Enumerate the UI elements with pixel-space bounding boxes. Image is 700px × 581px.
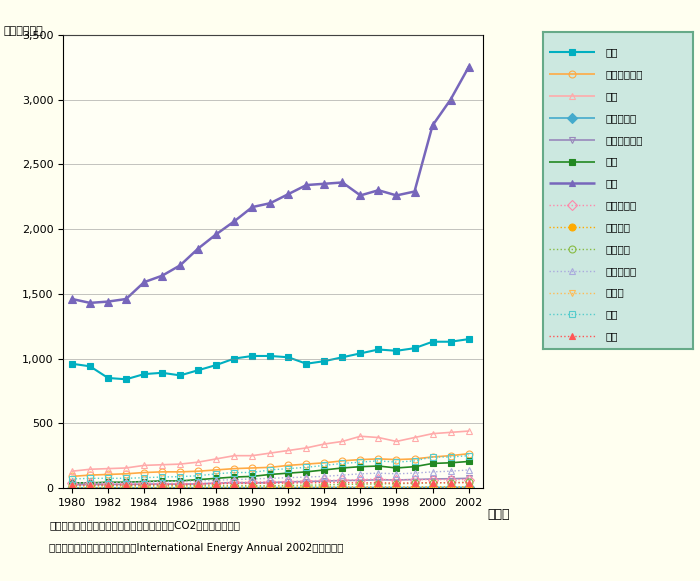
Text: 台湾: 台湾 [606, 310, 618, 320]
Text: インドネシア: インドネシア [606, 69, 643, 79]
Text: タイ: タイ [606, 156, 618, 167]
Text: ベトナム: ベトナム [606, 244, 631, 254]
Text: 資料）アメリカエネルギー省「International Energy Annual 2002」より作成: 資料）アメリカエネルギー省「International Energy Annua… [49, 543, 344, 553]
Text: 中国: 中国 [606, 178, 618, 188]
Text: （注）数値は化石燃料の消費により発生するCO2排出量である。: （注）数値は化石燃料の消費により発生するCO2排出量である。 [49, 520, 240, 530]
Text: シンガポール: シンガポール [606, 135, 643, 145]
Text: 香港: 香港 [606, 331, 618, 341]
Text: （年）: （年） [487, 508, 510, 521]
Text: ラオス: ラオス [606, 288, 624, 297]
Text: マレーシア: マレーシア [606, 266, 637, 276]
Text: （百万トン）: （百万トン） [4, 26, 43, 36]
Text: フィリピン: フィリピン [606, 200, 637, 210]
Text: カンボジア: カンボジア [606, 113, 637, 123]
Text: 韓国: 韓国 [606, 91, 618, 101]
Text: ブルネイ: ブルネイ [606, 222, 631, 232]
Text: 日本: 日本 [606, 48, 618, 58]
